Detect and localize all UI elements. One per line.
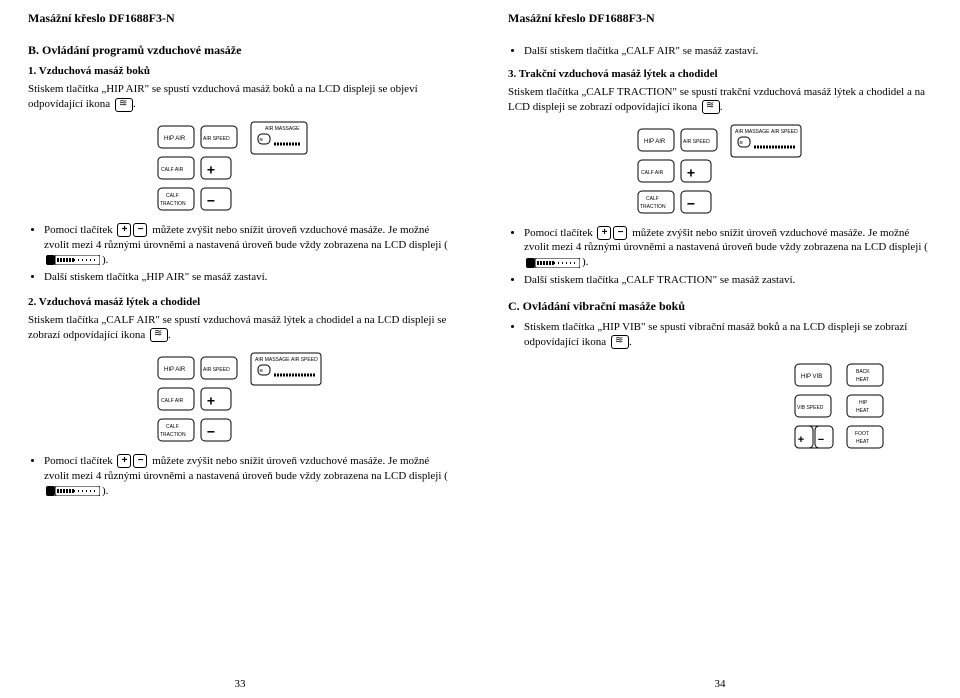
svg-text:AIR SPEED: AIR SPEED: [291, 357, 318, 363]
svg-text:HIP AIR: HIP AIR: [644, 139, 666, 145]
svg-text:−: −: [207, 424, 215, 440]
c-text-span: Stiskem tlačítka „HIP VIB" se spustí vib…: [524, 321, 907, 348]
plus-minus-icon: +−: [117, 223, 147, 237]
svg-text:HEAT: HEAT: [856, 439, 869, 445]
b1-text-span: Stiskem tlačítka „HIP AIR" se spustí vzd…: [28, 83, 418, 110]
svg-text:≋: ≋: [739, 140, 743, 146]
svg-text:+: +: [798, 434, 804, 446]
c-text: Stiskem tlačítka „HIP VIB" se spustí vib…: [524, 320, 932, 350]
svg-text:AIR MASSAGE: AIR MASSAGE: [265, 126, 300, 132]
page-num-right: 34: [715, 677, 726, 692]
svg-text:HIP VIB: HIP VIB: [801, 374, 822, 380]
header-left: Masážní křeslo DF1688F3-N: [28, 10, 452, 26]
svg-text:AIR MASSAGE: AIR MASSAGE: [735, 129, 770, 135]
r-bullet-1: Další stiskem tlačítka „CALF AIR" se mas…: [524, 44, 932, 59]
b1-title: 1. Vzduchová masáž boků: [28, 64, 452, 79]
svg-text:−: −: [818, 434, 824, 446]
svg-text:BACK: BACK: [856, 369, 870, 375]
air-icon-3: [702, 100, 720, 114]
svg-text:AIR SPEED: AIR SPEED: [203, 136, 230, 142]
svg-text:HEAT: HEAT: [856, 377, 869, 383]
svg-text:+: +: [207, 162, 215, 178]
svg-text:HIP: HIP: [859, 400, 868, 406]
control-panel-2: HIP AIR AIR SPEED CALF AIR + CALF TRACTI…: [155, 351, 325, 446]
svg-text:CALF: CALF: [166, 424, 179, 430]
svg-text:FOOT: FOOT: [855, 431, 869, 437]
svg-text:CALF AIR: CALF AIR: [641, 170, 664, 176]
svg-text:CALF AIR: CALF AIR: [161, 398, 184, 404]
svg-text:−: −: [207, 193, 215, 209]
rb2-c: ).: [582, 256, 588, 268]
b2-text-span: Stiskem tlačítka „CALF AIR" se spustí vz…: [28, 314, 446, 341]
control-panel-1: HIP AIR AIR SPEED CALF AIR + CALF TRACTI…: [155, 120, 325, 215]
c-bullets: Stiskem tlačítka „HIP VIB" se spustí vib…: [508, 320, 932, 350]
header-right: Masážní křeslo DF1688F3-N: [508, 10, 932, 26]
bullet3-a: Pomocí tlačítek: [44, 455, 113, 467]
vib-icon: [611, 335, 629, 349]
section-b-title: B. Ovládání programů vzduchové masáže: [28, 42, 452, 58]
bullet-3: Pomocí tlačítek +− můžete zvýšit nebo sn…: [44, 454, 452, 499]
level-bar-icon-3: [526, 258, 580, 268]
b1-text: Stiskem tlačítka „HIP AIR" se spustí vzd…: [28, 82, 452, 112]
r-bullet-2: Pomocí tlačítek +− můžete zvýšit nebo sn…: [524, 226, 932, 271]
svg-text:AIR SPEED: AIR SPEED: [683, 139, 710, 145]
bullet-2: Další stiskem tlačítka „HIP AIR" se masá…: [44, 270, 452, 285]
bullet1-c: ).: [102, 254, 108, 266]
b2-title: 2. Vzduchová masáž lýtek a chodidel: [28, 295, 452, 310]
svg-text:VIB SPEED: VIB SPEED: [797, 405, 824, 411]
bullets-2: Pomocí tlačítek +− můžete zvýšit nebo sn…: [28, 454, 452, 499]
bullet-1: Pomocí tlačítek +− můžete zvýšit nebo sn…: [44, 223, 452, 268]
rb2-a: Pomocí tlačítek: [524, 227, 593, 239]
svg-text:AIR SPEED: AIR SPEED: [203, 367, 230, 373]
air-icon: [115, 98, 133, 112]
level-bar-icon-2: [46, 486, 100, 496]
page-left: Masážní křeslo DF1688F3-N B. Ovládání pr…: [0, 0, 480, 698]
svg-text:CALF AIR: CALF AIR: [161, 167, 184, 173]
svg-text:−: −: [687, 195, 695, 211]
b3-title: 3. Trakční vzduchová masáž lýtek a chodi…: [508, 67, 932, 82]
page-num-left: 33: [235, 677, 246, 692]
svg-text:AIR MASSAGE: AIR MASSAGE: [255, 357, 290, 363]
svg-text:CALF: CALF: [166, 193, 179, 199]
svg-text:HEAT: HEAT: [856, 408, 869, 414]
r-bullets-1: Další stiskem tlačítka „CALF AIR" se mas…: [508, 44, 932, 59]
svg-text:TRACTION: TRACTION: [160, 432, 186, 438]
section-c-title: C. Ovládání vibrační masáže boků: [508, 298, 932, 314]
air-icon-2: [150, 328, 168, 342]
r-bullets-2: Pomocí tlačítek +− můžete zvýšit nebo sn…: [508, 226, 932, 288]
svg-text:AIR SPEED: AIR SPEED: [771, 129, 798, 135]
svg-text:+: +: [687, 164, 695, 180]
page-right: Masážní křeslo DF1688F3-N Další stiskem …: [480, 0, 960, 698]
svg-text:≋: ≋: [259, 368, 263, 374]
plus-minus-icon-3: +−: [597, 226, 627, 240]
svg-text:HIP AIR: HIP AIR: [164, 136, 186, 142]
control-panel-4: HIP VIB BACK HEAT VIB SPEED HIP HEAT + +…: [792, 358, 912, 458]
level-bar-icon: [46, 255, 100, 265]
plus-minus-icon-2: +−: [117, 454, 147, 468]
control-panel-3: HIP AIR AIR SPEED CALF AIR + CALF TRACTI…: [635, 123, 805, 218]
b2-text: Stiskem tlačítka „CALF AIR" se spustí vz…: [28, 313, 452, 343]
svg-text:+: +: [207, 393, 215, 409]
bullet3-c: ).: [102, 485, 108, 497]
svg-text:CALF: CALF: [646, 196, 659, 202]
svg-text:TRACTION: TRACTION: [160, 201, 186, 207]
svg-text:≋: ≋: [259, 137, 263, 143]
bullets-1: Pomocí tlačítek +− můžete zvýšit nebo sn…: [28, 223, 452, 285]
svg-text:HIP AIR: HIP AIR: [164, 367, 186, 373]
svg-text:TRACTION: TRACTION: [640, 204, 666, 210]
b3-text: Stiskem tlačítka „CALF TRACTION" se spus…: [508, 85, 932, 115]
r-bullet-3: Další stiskem tlačítka „CALF TRACTION" s…: [524, 273, 932, 288]
bullet1-a: Pomocí tlačítek: [44, 224, 113, 236]
